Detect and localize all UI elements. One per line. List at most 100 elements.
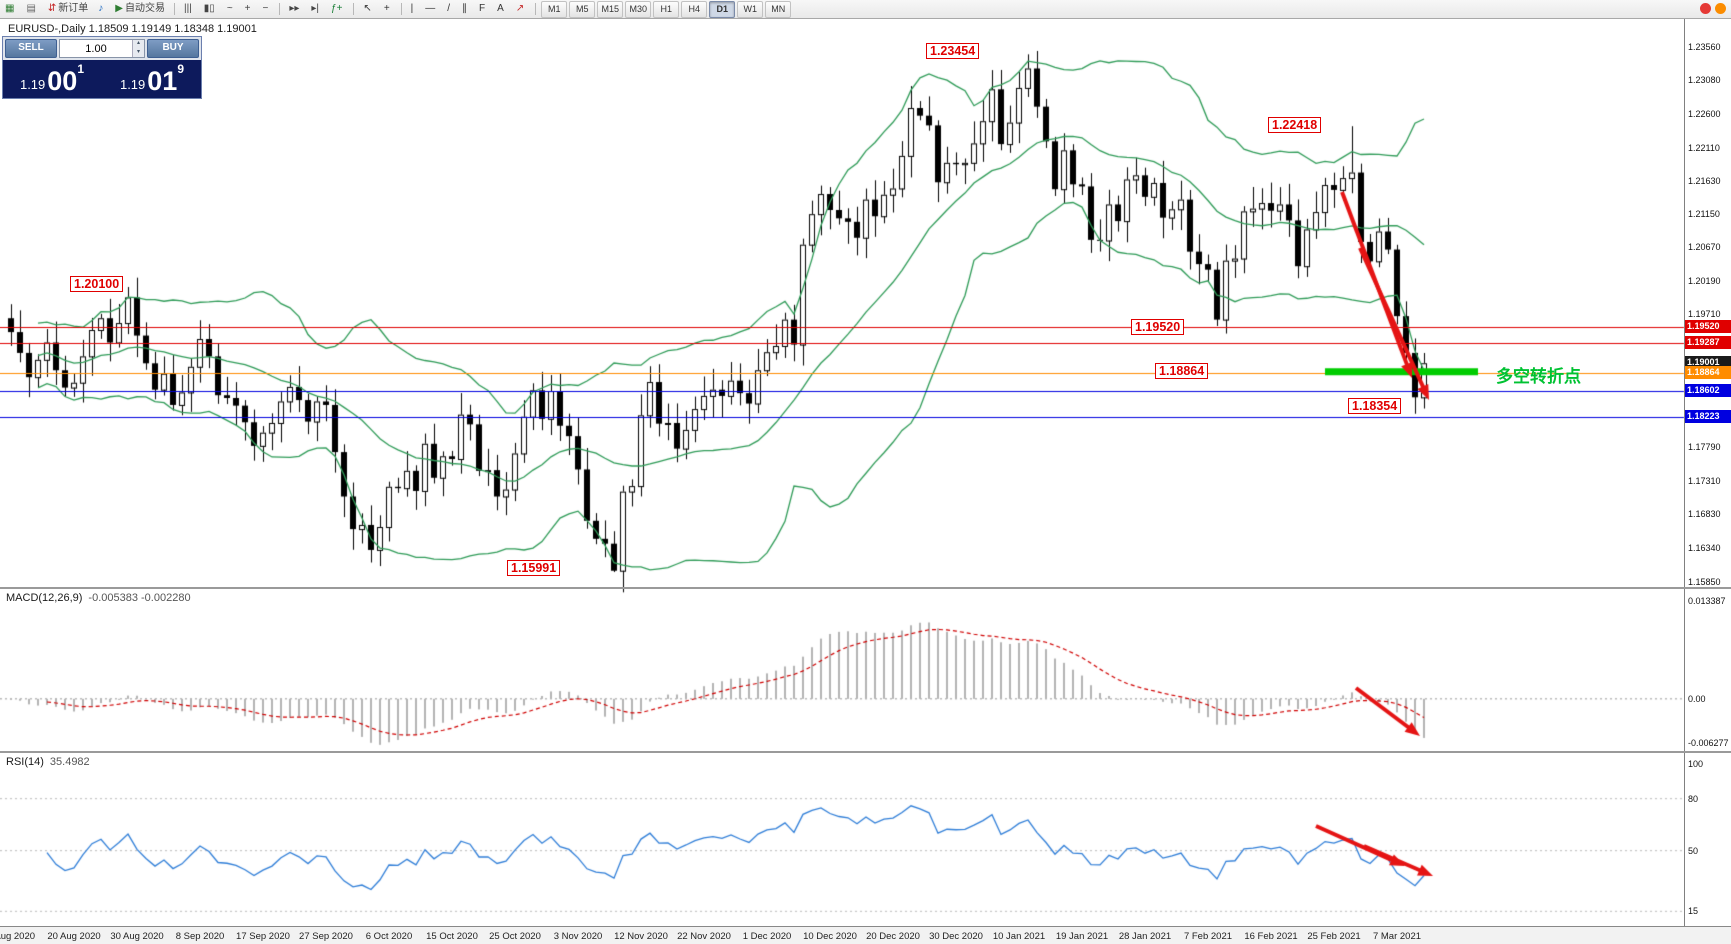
buy-price-sup: 9: [177, 62, 185, 76]
trendline-icon[interactable]: /: [443, 0, 456, 18]
indicators-icon[interactable]: ƒ+: [327, 0, 348, 18]
price-annotation[interactable]: 1.18354: [1348, 398, 1402, 414]
macd-panel-splitter[interactable]: [0, 587, 1731, 589]
buy-price-display[interactable]: 1.19 01 9: [103, 60, 201, 98]
chart-shift-icon[interactable]: ▸|: [307, 0, 325, 18]
timeframe-h1-button[interactable]: H1: [653, 0, 680, 18]
time-axis-label: 1 Aug 2020: [0, 931, 36, 942]
time-axis-label: 7 Feb 2021: [1183, 931, 1233, 942]
time-axis-label: 17 Sep 2020: [236, 931, 290, 942]
timeframe-m15-button[interactable]: M15: [597, 0, 624, 18]
timeframe-m5-button[interactable]: M5: [569, 0, 596, 18]
alerts-icon[interactable]: ♪: [94, 0, 109, 18]
time-axis-label: 10 Dec 2020: [803, 931, 857, 942]
time-axis-label: 15 Oct 2020: [426, 931, 478, 942]
crosshair-icon[interactable]: +: [380, 0, 396, 18]
timeframe-m30-button[interactable]: M30: [625, 0, 652, 18]
sell-button[interactable]: SELL: [5, 39, 57, 58]
timeframe-d1-button[interactable]: D1: [709, 0, 736, 18]
trendline-icon: /: [447, 3, 451, 14]
auto-trading-button[interactable]: ▶ 自动交易: [111, 0, 169, 18]
time-axis-label: 7 Mar 2021: [1372, 931, 1422, 942]
price-axis-marker: 1.19520: [1685, 320, 1731, 334]
toolbar-separator: [353, 3, 355, 15]
new-chart-icon[interactable]: ▦: [1, 0, 20, 18]
volume-spinner[interactable]: ▴ ▾: [132, 40, 144, 57]
buy-price-prefix: 1.19: [119, 77, 146, 92]
macd-name: MACD(12,26,9): [6, 592, 83, 604]
sell-price-big: 00: [47, 66, 78, 96]
price-annotation[interactable]: 1.18864: [1155, 363, 1209, 379]
macd-axis-tick: 0.013387: [1688, 596, 1726, 606]
cursor-icon[interactable]: ↖: [359, 0, 377, 18]
zoom-in-icon: +: [244, 3, 251, 14]
alerts-icon: ♪: [98, 3, 104, 14]
arrows-icon: ↗: [515, 3, 525, 14]
channel-icon[interactable]: ∥: [458, 0, 473, 18]
price-annotation[interactable]: 1.19520: [1131, 319, 1185, 335]
vertical-line-icon[interactable]: |: [407, 0, 420, 18]
toolbar-separator: [174, 3, 175, 15]
time-axis[interactable]: [0, 926, 1731, 944]
price-axis-tick: 1.20670: [1688, 242, 1721, 253]
rsi-axis-tick: 100: [1688, 759, 1704, 769]
price-axis-marker: 1.18223: [1685, 410, 1731, 424]
price-axis-tick: 1.20190: [1688, 275, 1721, 286]
price-annotation[interactable]: 1.20100: [70, 276, 124, 292]
price-annotation[interactable]: 1.22418: [1268, 117, 1322, 133]
price-axis-separator: [1684, 18, 1685, 926]
line-chart-icon[interactable]: ~: [223, 0, 239, 18]
rsi-value: 35.4982: [49, 756, 90, 768]
indicators-icon: ƒ+: [331, 3, 343, 14]
timeframe-h4-button[interactable]: H4: [681, 0, 708, 18]
price-annotation[interactable]: 1.15991: [507, 560, 561, 576]
rsi-axis-tick: 15: [1688, 906, 1699, 917]
time-axis-label: 25 Oct 2020: [489, 931, 541, 942]
bars-chart-icon[interactable]: |||: [180, 0, 198, 18]
time-axis-label: 12 Nov 2020: [614, 931, 668, 942]
toolbar-separator: [400, 3, 402, 15]
volume-input[interactable]: [60, 40, 132, 57]
horizontal-line-icon: —: [425, 3, 436, 14]
time-axis-label: 1 Dec 2020: [742, 931, 792, 942]
line-chart-icon: ~: [226, 3, 233, 14]
turning-point-note[interactable]: 多空转折点: [1496, 367, 1581, 386]
candles-chart-icon[interactable]: ▮▯: [200, 0, 221, 18]
price-axis-tick: 1.16830: [1688, 508, 1721, 519]
rsi-axis-tick: 50: [1688, 845, 1699, 856]
buy-button[interactable]: BUY: [147, 39, 199, 58]
cursor-icon: ↖: [363, 3, 372, 14]
horizontal-line-icon[interactable]: —: [421, 0, 441, 18]
auto-scroll-icon[interactable]: ▸▸: [285, 0, 305, 18]
text-icon[interactable]: A: [493, 0, 510, 18]
time-axis-label: 30 Dec 2020: [929, 931, 983, 942]
sell-price-display[interactable]: 1.19 00 1: [3, 60, 101, 98]
volume-down-icon[interactable]: ▾: [133, 48, 144, 57]
rsi-panel-splitter[interactable]: [0, 751, 1731, 753]
fibonacci-icon: F: [479, 3, 486, 14]
volume-up-icon[interactable]: ▴: [133, 40, 144, 49]
timeframe-m1-button[interactable]: M1: [541, 0, 568, 18]
price-axis-tick: 1.17790: [1688, 442, 1721, 453]
zoom-in-icon[interactable]: +: [241, 0, 257, 18]
fibonacci-icon[interactable]: F: [475, 0, 491, 18]
timeframe-mn-button[interactable]: MN: [765, 0, 792, 18]
price-axis-tick: 1.21630: [1688, 175, 1721, 186]
zoom-out-icon[interactable]: −: [259, 0, 275, 18]
timeframe-w1-button[interactable]: W1: [737, 0, 764, 18]
channel-icon: ∥: [462, 3, 468, 14]
price-axis-tick: 1.23080: [1688, 75, 1721, 86]
alert-badge: [1715, 3, 1726, 14]
time-axis-label: 10 Jan 2021: [992, 931, 1046, 942]
new-order-button[interactable]: ⇵ 新订单: [44, 0, 92, 18]
macd-values: -0.005383 -0.002280: [88, 592, 191, 604]
arrows-icon[interactable]: ↗: [512, 0, 530, 18]
timeframe-buttons: M1 M5 M15 M30 H1 H4 D1 W1 MN: [540, 0, 792, 18]
price-annotation[interactable]: 1.23454: [926, 43, 980, 59]
text-icon: A: [497, 3, 504, 14]
profiles-icon[interactable]: ▤: [22, 0, 41, 18]
time-axis-label: 8 Sep 2020: [175, 931, 225, 942]
auto-trading-button-label: 自动交易: [125, 3, 165, 14]
price-axis-tick: 1.17310: [1688, 475, 1721, 486]
